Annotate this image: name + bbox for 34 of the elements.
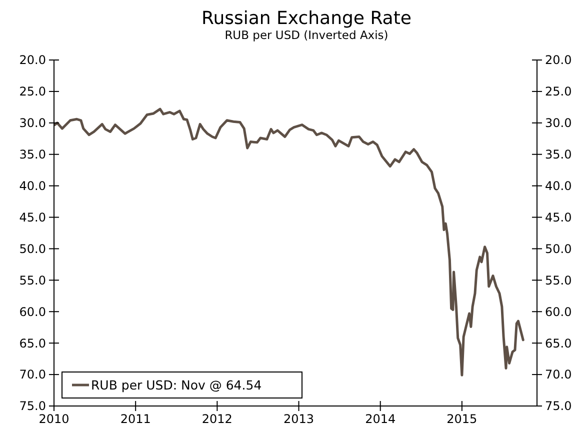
- y2-tick-label: 45.0: [545, 210, 572, 224]
- y-tick-label: 45.0: [19, 210, 46, 224]
- chart-subtitle: RUB per USD (Inverted Axis): [224, 28, 388, 42]
- y2-tick-label: 40.0: [545, 179, 572, 194]
- y2-tick-label: 70.0: [545, 368, 572, 382]
- chart-title: Russian Exchange Rate: [202, 8, 412, 29]
- y-tick-label: 30.0: [19, 116, 46, 130]
- y2-tick-label: 30.0: [545, 116, 572, 130]
- y2-tick-label: 60.0: [545, 304, 572, 319]
- y-tick-label: 70.0: [19, 368, 46, 382]
- x-tick-label: 2011: [120, 412, 151, 426]
- x-tick-label: 2012: [202, 412, 232, 426]
- y-tick-label: 35.0: [19, 148, 46, 162]
- y-tick-label: 60.0: [19, 304, 46, 319]
- y2-tick-label: 20.0: [545, 53, 572, 68]
- x-tick-label: 2010: [38, 412, 70, 426]
- x-tick-label: 2014: [365, 412, 396, 426]
- y-tick-label: 55.0: [19, 273, 46, 288]
- y2-tick-label: 25.0: [545, 84, 572, 99]
- y-tick-label: 25.0: [19, 84, 46, 99]
- y2-tick-label: 75.0: [545, 399, 572, 414]
- x-tick-label: 2015: [446, 412, 478, 426]
- y2-tick-label: 35.0: [545, 148, 572, 162]
- y-tick-label: 40.0: [19, 179, 46, 194]
- line-series: [54, 108, 524, 376]
- y2-tick-label: 50.0: [545, 242, 572, 256]
- y2-tick-label: 55.0: [545, 273, 572, 288]
- y2-tick-label: 65.0: [545, 336, 572, 350]
- legend-label: RUB per USD: Nov @ 64.54: [91, 377, 262, 392]
- y-tick-label: 65.0: [19, 336, 46, 350]
- x-tick-label: 2013: [283, 412, 314, 426]
- y-tick-label: 50.0: [19, 242, 46, 256]
- y-tick-label: 75.0: [19, 399, 46, 414]
- y-tick-label: 20.0: [19, 53, 46, 68]
